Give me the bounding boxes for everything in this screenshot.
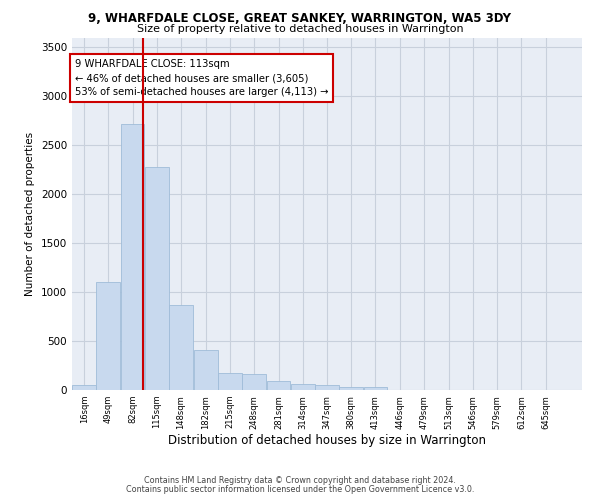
Bar — [242, 374, 266, 390]
X-axis label: Distribution of detached houses by size in Warrington: Distribution of detached houses by size … — [168, 434, 486, 448]
Text: 9, WHARFDALE CLOSE, GREAT SANKEY, WARRINGTON, WA5 3DY: 9, WHARFDALE CLOSE, GREAT SANKEY, WARRIN… — [89, 12, 511, 26]
Bar — [169, 305, 193, 390]
Bar — [364, 387, 388, 390]
Text: Contains public sector information licensed under the Open Government Licence v3: Contains public sector information licen… — [126, 485, 474, 494]
Text: Size of property relative to detached houses in Warrington: Size of property relative to detached ho… — [137, 24, 463, 34]
Bar — [266, 381, 290, 390]
Bar — [72, 385, 96, 390]
Bar — [97, 282, 120, 390]
Bar — [339, 386, 363, 390]
Bar — [145, 167, 169, 390]
Bar — [291, 384, 315, 390]
Bar — [121, 124, 145, 390]
Y-axis label: Number of detached properties: Number of detached properties — [25, 132, 35, 296]
Text: 9 WHARFDALE CLOSE: 113sqm
← 46% of detached houses are smaller (3,605)
53% of se: 9 WHARFDALE CLOSE: 113sqm ← 46% of detac… — [75, 59, 328, 97]
Bar — [194, 350, 218, 390]
Bar — [315, 385, 339, 390]
Text: Contains HM Land Registry data © Crown copyright and database right 2024.: Contains HM Land Registry data © Crown c… — [144, 476, 456, 485]
Bar — [218, 374, 242, 390]
